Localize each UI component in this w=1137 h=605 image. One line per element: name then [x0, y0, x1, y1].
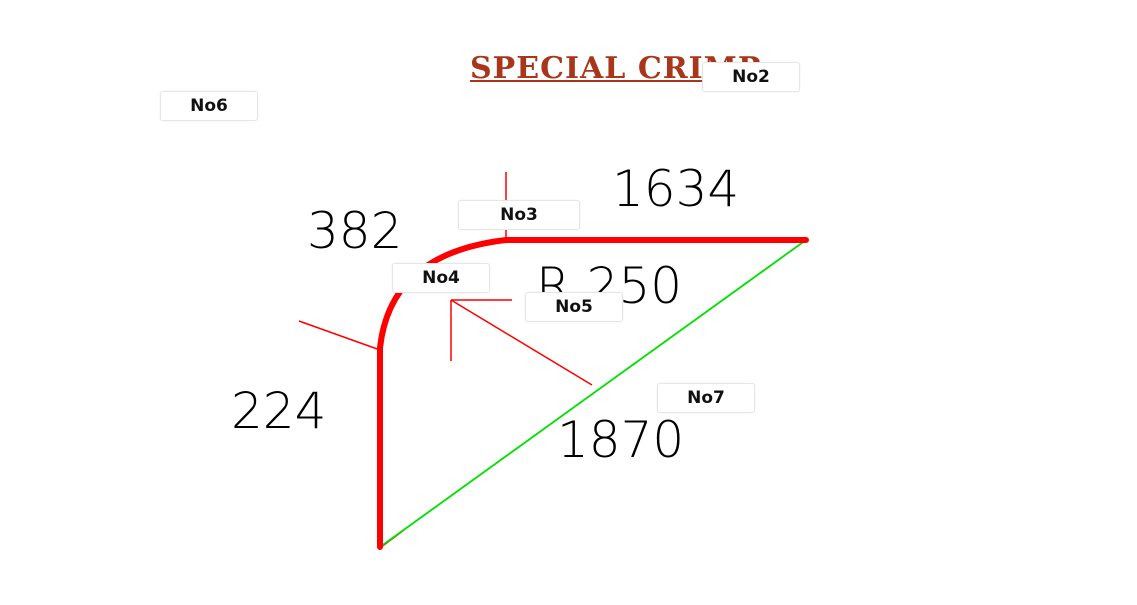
dimension-corner-length: 382 — [307, 202, 402, 260]
tag-no4[interactable]: No4 — [392, 263, 490, 293]
diagonal-line — [379, 239, 807, 548]
radius-leader-line — [450, 299, 593, 386]
tag-no7[interactable]: No7 — [657, 383, 755, 413]
tag-no6[interactable]: No6 — [160, 91, 258, 121]
tag-no3[interactable]: No3 — [458, 200, 580, 230]
dimension-left-length: 224 — [231, 382, 326, 440]
tag-no5[interactable]: No5 — [525, 292, 623, 322]
dimension-top-length: 1634 — [612, 160, 739, 218]
left-tangent-tick — [298, 320, 381, 351]
tag-no2[interactable]: No2 — [702, 62, 800, 92]
dimension-diagonal-length: 1870 — [557, 411, 684, 469]
